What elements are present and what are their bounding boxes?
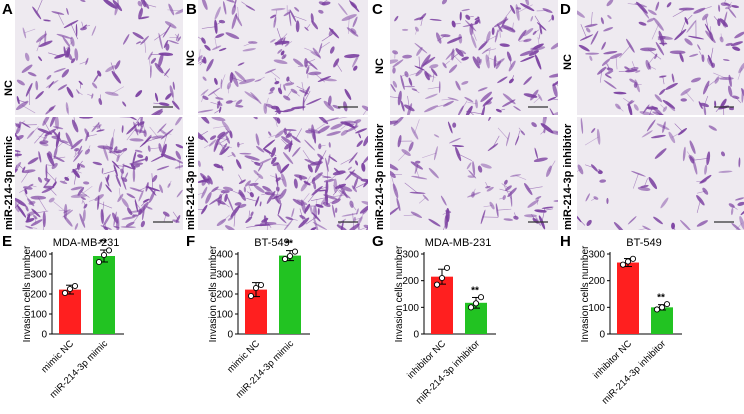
- micrograph-a-mimic: [15, 117, 183, 230]
- panel-letter-a: A: [2, 2, 13, 17]
- data-point: [96, 259, 101, 264]
- y-tick-label: 200: [588, 276, 605, 287]
- data-point: [101, 252, 106, 257]
- stained-cell: [296, 20, 300, 32]
- label-d-top: NC: [562, 54, 574, 70]
- micrograph-texture: [15, 117, 183, 230]
- data-point: [630, 256, 635, 261]
- label-b-top: NC: [185, 50, 197, 66]
- bar: [59, 290, 81, 334]
- data-point: [473, 301, 478, 306]
- micrograph-b-mimic: [198, 117, 368, 230]
- data-point: [659, 305, 664, 310]
- data-point: [664, 302, 669, 307]
- y-tick-label: 0: [599, 330, 605, 341]
- panel-letter-c: C: [372, 2, 383, 17]
- data-point: [444, 265, 449, 270]
- micrograph-b-nc: [198, 0, 368, 115]
- data-point: [106, 248, 111, 253]
- category-label: miR-214-3p mimic: [234, 338, 296, 400]
- y-tick-label: 200: [30, 290, 47, 301]
- label-c-top: NC: [374, 58, 386, 74]
- y-tick-label: 100: [216, 310, 233, 321]
- y-tick-label: 300: [30, 270, 47, 281]
- label-a-bottom: miR-214-3p mimic: [3, 136, 15, 230]
- panel-letter-b: B: [186, 2, 197, 17]
- data-point: [258, 282, 263, 287]
- y-tick-label: 100: [588, 303, 605, 314]
- data-point: [287, 253, 292, 258]
- data-point: [439, 275, 444, 280]
- micrograph-a-nc: [15, 0, 183, 115]
- data-point: [654, 307, 659, 312]
- data-point: [468, 305, 473, 310]
- data-point: [292, 249, 297, 254]
- y-tick-label: 0: [41, 330, 47, 341]
- micrograph-texture: [15, 0, 183, 115]
- y-tick-label: 100: [402, 303, 419, 314]
- data-point: [625, 259, 630, 264]
- label-c-bottom: miR-214-3p inhibitor: [374, 124, 386, 230]
- y-tick-label: 400: [30, 250, 47, 261]
- data-point: [282, 256, 287, 261]
- bar: [651, 307, 673, 334]
- chart-title: MDA-MB-231: [425, 237, 492, 249]
- y-tick-label: 0: [413, 330, 419, 341]
- micrograph-c-inhibitor: [390, 117, 558, 230]
- stained-cell: [445, 215, 449, 229]
- y-tick-label: 300: [402, 250, 419, 261]
- micrograph-texture: [577, 117, 744, 230]
- chart-title: MDA-MB-231: [53, 237, 120, 249]
- micrograph-texture: [390, 117, 558, 230]
- stained-cell: [606, 198, 608, 204]
- label-a-top: NC: [3, 80, 15, 96]
- y-tick-label: 200: [402, 276, 419, 287]
- y-tick-label: 400: [216, 250, 233, 261]
- significance-marker: **: [657, 293, 665, 304]
- label-d-bottom: miR-214-3p inhibitor: [562, 124, 574, 230]
- y-tick-label: 0: [227, 330, 233, 341]
- micrograph-d-inhibitor: [577, 117, 744, 230]
- label-b-bottom: miR-214-3p mimic: [185, 136, 197, 230]
- micrograph-d-nc: [577, 0, 744, 115]
- data-point: [253, 285, 258, 290]
- data-point: [62, 290, 67, 295]
- significance-marker: **: [285, 239, 293, 250]
- y-tick-label: 200: [216, 290, 233, 301]
- y-tick-label: 300: [216, 270, 233, 281]
- y-tick-label: 300: [588, 250, 605, 261]
- significance-marker: **: [99, 238, 107, 249]
- micrograph-texture: [577, 0, 744, 115]
- category-label: miR-214-3p inhibitor: [414, 338, 482, 406]
- panel-letter-d: D: [560, 2, 571, 17]
- chart-title: BT-549: [626, 237, 661, 249]
- data-point: [67, 286, 72, 291]
- bar: [617, 263, 639, 334]
- stained-cell: [681, 98, 687, 101]
- micrograph-texture: [390, 0, 558, 115]
- data-point: [72, 283, 77, 288]
- micrograph-texture: [198, 0, 368, 115]
- stained-cell: [402, 29, 408, 31]
- bar: [279, 256, 301, 334]
- data-point: [620, 262, 625, 267]
- bar: [93, 256, 115, 334]
- micrograph-texture: [198, 117, 368, 230]
- data-point: [248, 293, 253, 298]
- data-point: [478, 295, 483, 300]
- data-point: [434, 282, 439, 287]
- micrograph-c-nc: [390, 0, 558, 115]
- category-label: miR-214-3p inhibitor: [600, 338, 668, 406]
- significance-marker: **: [471, 285, 479, 296]
- category-label: miR-214-3p mimic: [48, 338, 110, 400]
- y-tick-label: 100: [30, 310, 47, 321]
